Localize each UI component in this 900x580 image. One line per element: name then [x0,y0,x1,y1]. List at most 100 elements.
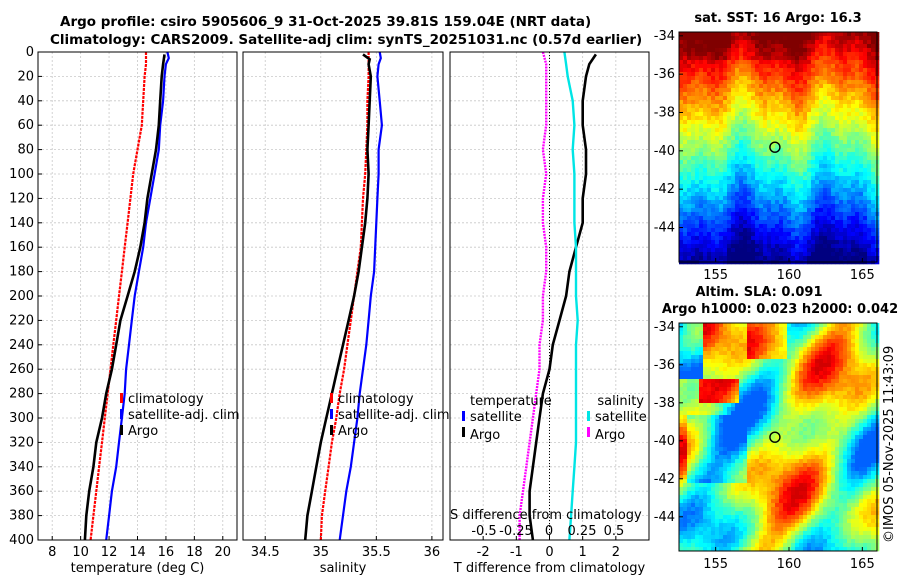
map-cell [707,248,712,253]
map-cell [803,176,808,181]
map-cell [695,403,700,408]
map-cell [859,112,864,117]
map-cell [683,387,688,392]
map-cell [707,387,712,392]
map-cell [711,52,716,57]
map-cell [855,323,860,328]
map-cell [763,399,768,404]
map-cell [719,463,724,468]
map-cell [767,40,772,45]
map-cell [703,76,708,81]
map-cell [715,60,720,65]
map-cell [851,200,856,205]
map-cell [823,60,828,65]
map-cell [711,88,716,93]
map-cell [787,335,792,340]
map-cell [707,228,712,233]
map-cell [715,431,720,436]
map-cell [723,156,728,161]
map-cell [843,220,848,225]
map-cell [863,459,868,464]
map-cell [751,48,756,53]
map-cell [739,180,744,185]
map-cell [763,124,768,129]
map-cell [755,92,760,97]
map-cell [867,72,872,77]
map-cell [795,104,800,109]
map-cell [687,443,692,448]
map-cell [723,200,728,205]
map-cell [843,244,848,249]
map-cell [835,411,840,416]
map-cell [711,403,716,408]
map-cell [755,88,760,93]
map-cell [691,132,696,137]
map-cell [727,379,732,384]
legend-label: satellite-adj. clim [128,408,240,423]
map-cell [735,252,740,257]
map-cell [823,343,828,348]
map-cell [863,192,868,197]
map-cell [867,80,872,85]
map-cell [723,140,728,145]
map-cell [867,40,872,45]
map-cell [807,144,812,149]
map-cell [827,435,832,440]
map-cell [699,335,704,340]
map-cell [859,379,864,384]
map-cell [847,176,852,181]
map-cell [751,204,756,209]
map-cell [839,327,844,332]
map-cell [759,48,764,53]
map-cell [867,347,872,352]
map-cell [731,339,736,344]
map-cell [779,84,784,89]
map-cell [691,200,696,205]
map-cell [707,116,712,121]
map-cell [851,156,856,161]
map-cell [811,84,816,89]
map-cell [807,455,812,460]
map-cell [715,463,720,468]
map-cell [695,140,700,145]
map-cell [815,32,820,37]
map-cell [679,455,684,460]
map-cell [803,216,808,221]
map-cell [799,451,804,456]
map-cell [791,467,796,472]
map-cell [683,339,688,344]
map-cell [851,144,856,149]
map-cell [855,64,860,69]
map-cell [839,68,844,73]
map-cell [835,52,840,57]
map-cell [695,391,700,396]
map-cell [687,44,692,49]
x-tick-label: -1 [510,545,523,560]
map-cell [739,116,744,121]
map-cell [867,419,872,424]
map-cell [871,168,876,173]
map-cell [739,379,744,384]
map-cell [771,387,776,392]
map-cell [767,136,772,141]
map-cell [739,423,744,428]
map-cell [847,160,852,165]
map-cell [855,427,860,432]
map-cell [739,427,744,432]
map-cell [851,48,856,53]
map-cell [767,144,772,149]
y-tick-label: 220 [9,313,34,328]
map-cell [815,387,820,392]
map-cell [859,351,864,356]
map-cell [823,88,828,93]
map-cell [843,415,848,420]
map-cell [859,148,864,153]
map-cell [739,439,744,444]
map-cell [771,168,776,173]
map-cell [847,124,852,129]
map-cell [855,387,860,392]
map-cell [731,383,736,388]
map-cell [699,232,704,237]
map-cell [787,236,792,241]
map-cell [783,387,788,392]
